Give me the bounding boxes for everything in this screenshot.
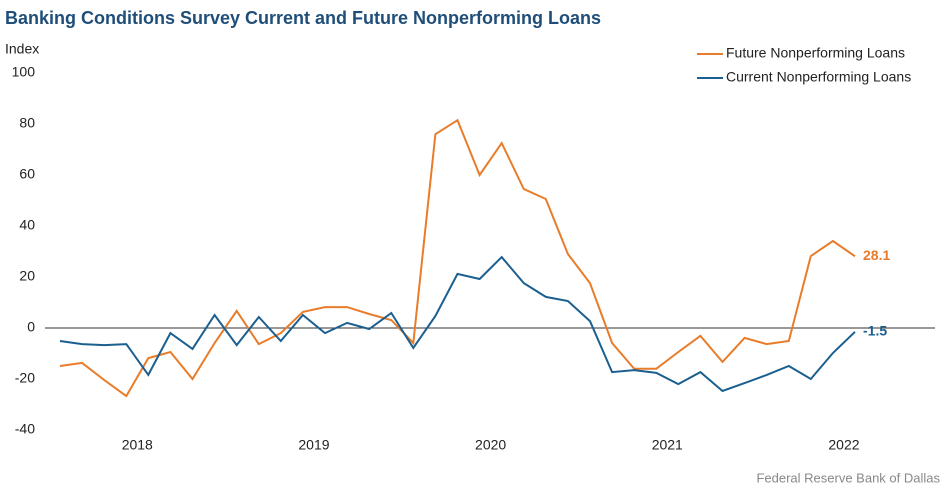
legend-label: Current Nonperforming Loans <box>726 69 911 85</box>
y-axis-label: Index <box>5 41 39 57</box>
legend-label: Future Nonperforming Loans <box>726 45 905 61</box>
y-tick-label: 80 <box>19 115 35 131</box>
y-tick-label: 100 <box>12 64 36 80</box>
series-line <box>59 255 856 393</box>
y-tick-label: 0 <box>27 319 35 335</box>
y-tick-label: -40 <box>15 421 35 437</box>
x-tick-label: 2019 <box>298 437 329 453</box>
x-tick-label: 2022 <box>828 437 859 453</box>
y-tick-label: 60 <box>19 166 35 182</box>
y-tick-label: 40 <box>19 217 35 233</box>
series-line <box>59 118 856 398</box>
x-tick-label: 2018 <box>122 437 153 453</box>
chart-title: Banking Conditions Survey Current and Fu… <box>5 8 601 28</box>
y-tick-label: 20 <box>19 268 35 284</box>
x-tick-label: 2021 <box>652 437 683 453</box>
end-label: 28.1 <box>863 247 890 263</box>
x-tick-label: 2020 <box>475 437 506 453</box>
y-tick-label: -20 <box>15 370 35 386</box>
end-label: -1.5 <box>863 323 887 339</box>
source: Federal Reserve Bank of Dallas <box>756 470 940 485</box>
